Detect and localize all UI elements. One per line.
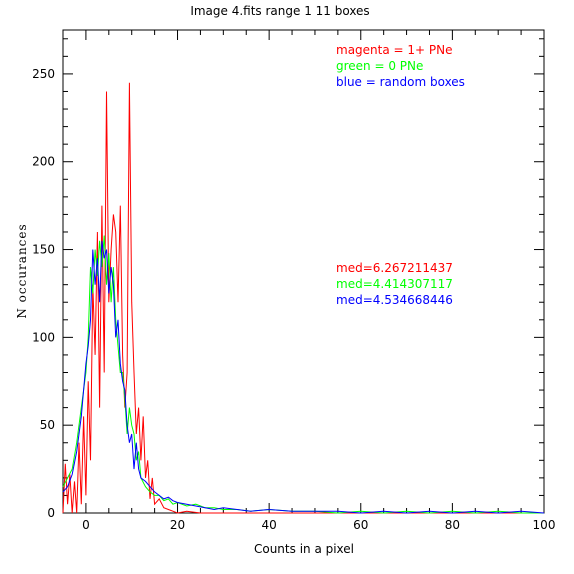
x-axis-label: Counts in a pixel [254,542,354,556]
x-tick-label: 40 [262,518,277,532]
legend-entry-magenta: magenta = 1+ PNe [336,43,453,57]
y-tick-label: 250 [32,67,55,81]
x-tick-label: 80 [445,518,460,532]
y-tick-label: 200 [32,155,55,169]
x-tick-label: 60 [353,518,368,532]
x-tick-label: 100 [533,518,556,532]
chart-title: Image 4.fits range 1 11 boxes [190,4,369,18]
median-blue: med=4.534668446 [336,293,453,307]
median-green: med=4.414307117 [336,277,453,291]
y-tick-label: 150 [32,243,55,257]
median-annotations: med=6.267211437 med=4.414307117 med=4.53… [336,261,453,307]
plot-frame [62,29,545,514]
axes-ticks: 0 20 40 60 80 100 0 50 100 150 200 250 [32,30,555,532]
series-line-0 [62,82,544,514]
series-line-1 [62,235,544,514]
y-tick-label: 50 [40,418,55,432]
legend: magenta = 1+ PNe green = 0 PNe blue = ra… [336,43,465,89]
legend-entry-green: green = 0 PNe [336,59,423,73]
series-line-2 [62,240,545,514]
y-axis-label: N occurances [15,223,29,318]
y-tick-label: 100 [32,330,55,344]
median-magenta: med=6.267211437 [336,261,453,275]
x-tick-label: 20 [170,518,185,532]
x-tick-label: 0 [82,518,90,532]
legend-entry-blue: blue = random boxes [336,75,465,89]
series-layer [62,82,545,514]
y-tick-label: 0 [47,506,55,520]
